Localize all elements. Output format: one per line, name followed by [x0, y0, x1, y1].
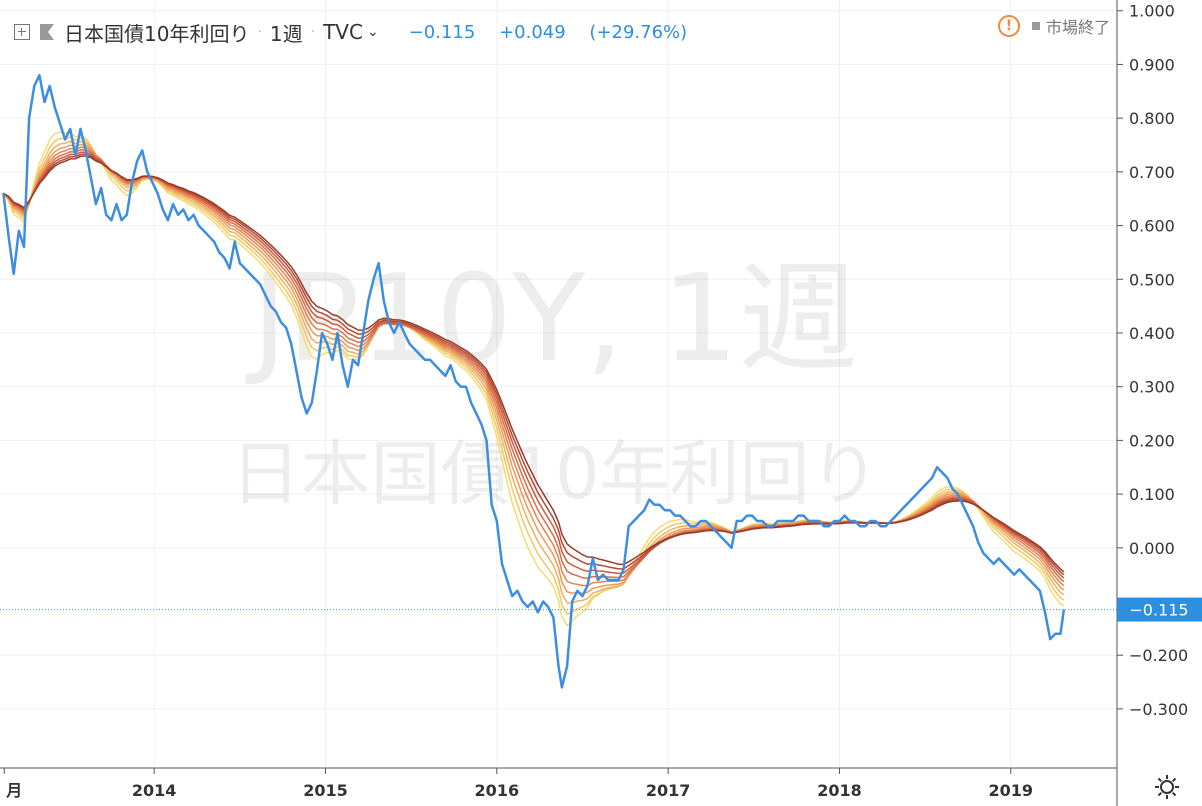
market-status[interactable]: ! 市場終了: [997, 14, 1110, 38]
y-tick-label: 0.500: [1129, 270, 1175, 289]
y-tick-label: 0.600: [1129, 217, 1175, 236]
x-tick-label: 2015: [303, 781, 348, 800]
market-status-label: 市場終了: [1045, 18, 1110, 37]
y-tick-label: −0.200: [1129, 646, 1188, 665]
gear-icon[interactable]: [1154, 774, 1180, 800]
y-tick-label: 0.400: [1129, 324, 1175, 343]
y-tick-label: −0.300: [1129, 700, 1188, 719]
watermark: JP10Y, 1週 日本国債10年利回り: [230, 250, 879, 515]
y-tick-label: 0.200: [1129, 431, 1175, 450]
status-dot-icon: [1031, 22, 1040, 30]
y-tick-label: 0.100: [1129, 485, 1175, 504]
x-tick-label: 2017: [646, 781, 691, 800]
last-value: −0.115: [408, 21, 476, 43]
last-price-label: −0.115: [1129, 601, 1188, 620]
change-percent: (+29.76%): [589, 21, 688, 43]
grid-lines: [0, 0, 1117, 768]
y-tick-label: 0.300: [1129, 378, 1175, 397]
time-axis[interactable]: 月 2014 2015 2016 2017 2018 2019: [0, 767, 1117, 800]
y-tick-label: 0.700: [1129, 163, 1175, 182]
x-tick-label: 2019: [989, 781, 1034, 800]
x-tick-label: 月: [5, 781, 22, 800]
last-price-badge: [1117, 597, 1202, 622]
x-tick-label: 2016: [475, 781, 520, 800]
chevron-down-icon[interactable]: ⌄: [366, 24, 379, 40]
symbol-legend: 日本国債10年利回り · 1週 · TVC ⌄ −0.115 +0.049 (+…: [0, 12, 705, 52]
y-tick-label: 0.900: [1129, 55, 1175, 74]
separator-dot: ·: [257, 24, 262, 40]
symbol-name: 日本国債10年利回り: [64, 21, 250, 46]
svg-text:JP10Y, 1週: JP10Y, 1週: [245, 250, 858, 389]
x-tick-label: 2018: [817, 781, 862, 800]
separator-dot: ·: [310, 24, 316, 40]
price-line: [2, 73, 1066, 689]
y-tick-label: 1.000: [1129, 2, 1175, 21]
y-tick-label: 0.800: [1129, 109, 1175, 128]
svg-text:日本国債10年利回り: 日本国債10年利回り: [230, 433, 879, 515]
price-series: [2, 73, 1066, 689]
change-value: +0.049: [499, 21, 566, 43]
warning-icon[interactable]: !: [997, 15, 1020, 37]
add-indicator-icon[interactable]: [14, 24, 30, 40]
interval[interactable]: 1週: [269, 21, 303, 46]
y-tick-label: 0.000: [1129, 539, 1175, 558]
flag-icon[interactable]: [40, 24, 54, 40]
source[interactable]: TVC: [323, 20, 363, 44]
price-axis[interactable]: 1.000 0.900 0.800 0.700 0.600 0.500 0.400 0.300…: [1116, 0, 1202, 806]
x-tick-label: 2014: [132, 781, 177, 800]
